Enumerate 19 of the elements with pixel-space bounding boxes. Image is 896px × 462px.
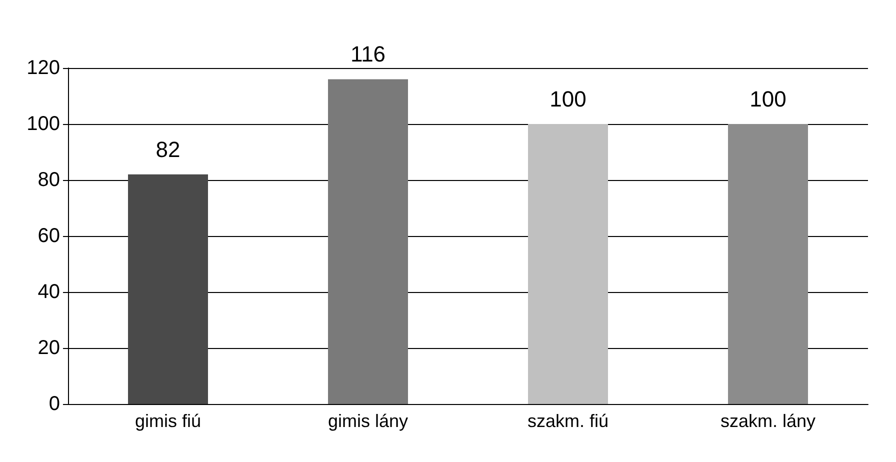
bar [728, 124, 808, 404]
y-tick-label: 60 [38, 225, 60, 247]
data-label: 100 [750, 86, 786, 112]
bar [128, 174, 208, 404]
x-tick-label: gimis lány [328, 411, 408, 431]
bar [528, 124, 608, 404]
y-tick-label: 100 [26, 113, 60, 135]
x-tick-label: gimis fiú [134, 411, 202, 431]
bar [328, 79, 408, 404]
y-tick-label: 120 [26, 57, 60, 79]
x-tick-label: szakm. fiú [527, 411, 609, 431]
y-tick-label: 0 [48, 393, 60, 415]
y-tick-label: 20 [38, 337, 60, 359]
y-tick-label: 80 [38, 169, 60, 191]
x-tick-label: szakm. lány [720, 411, 816, 431]
data-label: 100 [550, 86, 586, 112]
data-label: 82 [156, 136, 180, 162]
y-tick-label: 40 [38, 281, 60, 303]
data-label: 116 [350, 42, 386, 67]
